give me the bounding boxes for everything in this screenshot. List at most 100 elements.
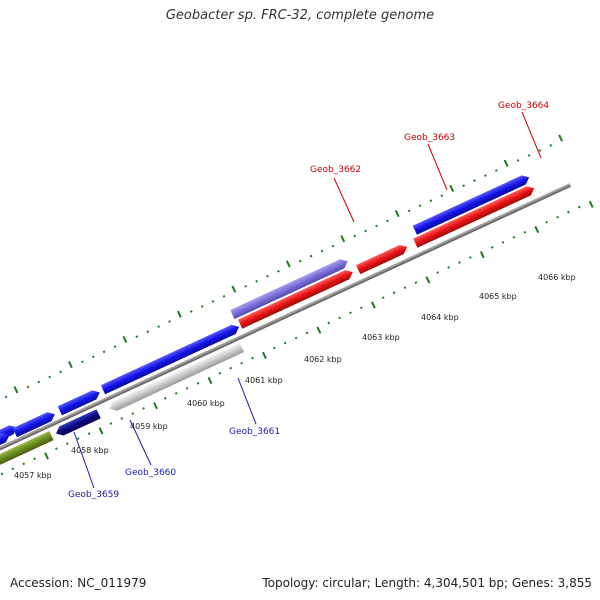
lower-tick-row (0, 200, 594, 476)
minor-tick (375, 224, 378, 228)
gene-forward-red-2[interactable] (356, 242, 409, 275)
gene-forward-lavender[interactable] (230, 257, 349, 320)
minor-tick (109, 422, 113, 425)
major-tick (394, 209, 400, 218)
minor-tick (309, 254, 313, 258)
gene-reverse-navy[interactable] (54, 409, 101, 438)
minor-tick (0, 472, 4, 476)
major-tick (370, 301, 376, 309)
gene-reverse-olive[interactable] (0, 431, 54, 469)
major-tick (503, 159, 509, 167)
minor-tick (490, 246, 494, 249)
minor-tick (283, 341, 287, 345)
major-tick (558, 134, 563, 142)
minor-tick (349, 311, 352, 315)
gene-forward-blue-left[interactable] (0, 431, 12, 455)
minor-tick (157, 325, 160, 328)
gene-forward-right[interactable] (412, 173, 532, 235)
gene-forward-blue-1[interactable] (12, 410, 57, 438)
minor-tick (76, 437, 80, 440)
major-tick (231, 285, 237, 293)
minor-tick (305, 331, 309, 335)
minor-tick (360, 306, 363, 310)
minor-tick (255, 279, 258, 283)
tick-label: 4065 kbp (479, 292, 517, 301)
gene-forward-blue-3[interactable] (100, 322, 241, 395)
gene-reverse-grey[interactable] (107, 342, 245, 413)
topology-summary: Topology: circular; Length: 4,304,501 bp… (262, 576, 592, 590)
minor-tick (407, 209, 411, 213)
tick-label: 4057 kbp (14, 471, 52, 480)
genome-backbone (0, 183, 571, 506)
minor-tick (65, 442, 69, 446)
minor-tick (469, 256, 472, 259)
minor-tick (436, 271, 440, 274)
tick-label: 4064 kbp (421, 313, 459, 322)
minor-tick (484, 174, 487, 177)
tick-label: 4066 kbp (538, 273, 576, 282)
reverse-strand-genes (0, 342, 245, 469)
minor-tick (512, 235, 516, 239)
tick-label: 4060 kbp (187, 399, 225, 408)
minor-tick (462, 184, 465, 187)
minor-tick (381, 296, 385, 300)
minor-tick (364, 229, 367, 233)
minor-tick (556, 215, 559, 219)
minor-tick (211, 300, 215, 303)
gene-labels-top: Geob_3662 Geob_3663 Geob_3664 (310, 101, 549, 223)
minor-tick (458, 261, 461, 264)
minor-tick (59, 370, 62, 374)
map-title: Geobacter sp. FRC-32, complete genome (165, 8, 435, 23)
minor-tick (146, 330, 150, 333)
minor-tick (501, 241, 505, 244)
minor-tick (218, 371, 222, 375)
leader-line (73, 431, 95, 489)
gene-forward-red-1[interactable] (238, 268, 355, 329)
major-tick (316, 326, 322, 334)
major-tick (285, 260, 291, 268)
minor-tick (266, 274, 269, 278)
major-tick (176, 310, 182, 318)
leader-line (129, 419, 152, 466)
minor-tick (11, 467, 15, 471)
gene-labels-bottom: Geob_3659 Geob_3660 Geob_3661 (68, 377, 280, 500)
gene-label-geob-3664[interactable]: Geob_3664 (498, 101, 549, 111)
gene-label-geob-3661[interactable]: Geob_3661 (229, 427, 280, 437)
gene-label-geob-3659[interactable]: Geob_3659 (68, 490, 119, 500)
tick-label: 4063 kbp (362, 333, 400, 342)
tick-labels: 4057 kbp 4058 kbp 4059 kbp 4060 kbp 4061… (14, 273, 576, 480)
major-tick (122, 335, 128, 344)
gene-label-geob-3663[interactable]: Geob_3663 (404, 133, 455, 143)
tick-label: 4059 kbp (130, 422, 168, 431)
minor-tick (523, 230, 527, 234)
tick-label: 4058 kbp (71, 446, 109, 455)
minor-tick (277, 269, 280, 273)
minor-tick (48, 375, 52, 379)
minor-tick (196, 381, 200, 385)
minor-tick (22, 462, 26, 466)
minor-tick (168, 320, 171, 323)
leader-line (333, 177, 355, 223)
minor-tick (386, 219, 389, 223)
major-tick (153, 402, 158, 410)
minor-tick (26, 385, 30, 389)
gene-forward-red-3[interactable] (413, 184, 536, 248)
minor-tick (473, 179, 476, 182)
gene-label-geob-3662[interactable]: Geob_3662 (310, 165, 361, 175)
minor-tick (91, 355, 95, 359)
major-tick (13, 386, 19, 394)
minor-tick (338, 316, 341, 320)
gene-forward-blue-2[interactable] (57, 388, 102, 416)
minor-tick (447, 266, 450, 269)
minor-tick (403, 286, 407, 289)
upper-tick-row (4, 134, 563, 399)
leader-line (237, 377, 257, 425)
minor-tick (327, 321, 331, 325)
minor-tick (120, 417, 124, 420)
gene-label-geob-3660[interactable]: Geob_3660 (125, 468, 176, 478)
accession-text: Accession: NC_011979 (10, 576, 147, 590)
minor-tick (545, 220, 548, 224)
minor-tick (414, 281, 418, 284)
minor-tick (331, 244, 335, 248)
